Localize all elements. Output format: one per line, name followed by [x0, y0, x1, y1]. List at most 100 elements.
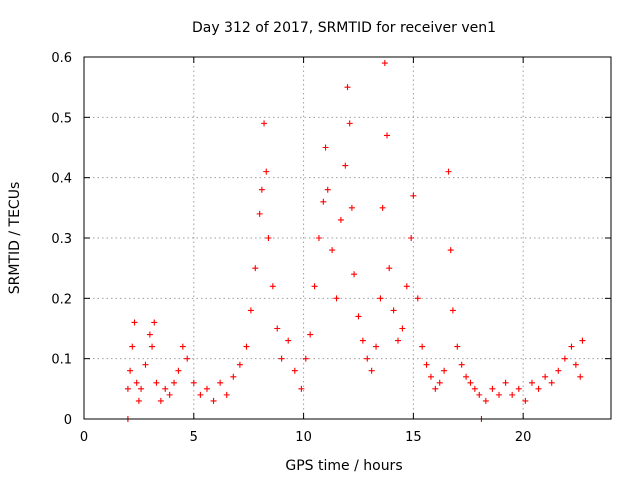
data-point	[135, 397, 142, 404]
data-point	[311, 283, 318, 290]
plot-frame	[83, 56, 612, 420]
y-tick-label: 0.6	[51, 51, 72, 66]
data-point	[447, 247, 454, 254]
data-point	[256, 210, 263, 217]
data-point	[149, 343, 156, 350]
data-point	[243, 343, 250, 350]
y-axis-label: SRMTID / TECUs	[7, 182, 23, 295]
data-point	[302, 355, 309, 362]
data-point	[171, 379, 178, 386]
x-tick-label: 0	[80, 430, 88, 445]
data-point	[359, 337, 366, 344]
data-point	[384, 132, 391, 139]
data-point	[190, 379, 197, 386]
data-point	[410, 192, 417, 199]
axis-ticks: 0 5 10 15 20 0 0.1 0.2 0.3 0.4 0.5 0.6	[51, 51, 611, 445]
data-point	[515, 385, 522, 392]
x-tick-label: 15	[405, 430, 422, 445]
data-point	[315, 235, 322, 241]
data-point	[463, 373, 470, 380]
data-point	[351, 271, 358, 278]
y-tick-label: 0	[64, 413, 72, 428]
x-tick-label: 20	[515, 430, 532, 445]
data-point	[542, 373, 549, 380]
data-point	[414, 295, 421, 302]
data-point	[399, 325, 406, 332]
data-point	[572, 361, 579, 368]
data-point	[124, 385, 131, 392]
data-point	[175, 367, 182, 374]
data-point	[386, 265, 393, 272]
data-point	[291, 367, 298, 374]
data-point	[522, 397, 529, 404]
x-tick-label: 5	[190, 430, 198, 445]
data-point	[166, 391, 173, 398]
data-point	[454, 343, 461, 350]
data-point	[535, 385, 542, 392]
data-point	[131, 319, 138, 326]
data-point	[252, 265, 259, 272]
data-point	[217, 379, 224, 386]
data-points	[124, 60, 586, 422]
data-point	[449, 307, 456, 314]
data-point	[579, 337, 586, 344]
data-point	[230, 373, 237, 380]
y-tick-label: 0.5	[51, 111, 72, 126]
data-point	[419, 343, 426, 350]
data-point	[329, 247, 336, 254]
data-point	[265, 235, 272, 241]
data-point	[528, 379, 535, 386]
data-point	[197, 391, 204, 398]
data-point	[348, 204, 355, 211]
data-point	[162, 385, 169, 392]
data-point	[307, 331, 314, 338]
data-point	[337, 216, 344, 223]
data-point	[373, 343, 380, 350]
data-point	[355, 313, 362, 320]
data-point	[403, 283, 410, 290]
data-point	[138, 385, 145, 392]
x-tick-label: 10	[295, 430, 312, 445]
data-point	[236, 361, 243, 368]
data-point	[127, 367, 134, 374]
data-point	[322, 144, 329, 151]
data-point	[258, 186, 265, 193]
data-point	[555, 367, 562, 374]
data-point	[476, 391, 483, 398]
data-point	[427, 373, 434, 380]
data-point	[408, 235, 415, 241]
data-point	[436, 379, 443, 386]
data-point	[261, 120, 268, 127]
data-point	[320, 198, 327, 205]
data-point	[333, 295, 340, 302]
data-point	[445, 168, 452, 175]
data-point	[561, 355, 568, 362]
data-point	[377, 295, 384, 302]
data-point	[390, 307, 397, 314]
chart-title: Day 312 of 2017, SRMTID for receiver ven…	[192, 20, 496, 36]
y-tick-label: 0.3	[51, 232, 72, 247]
data-point	[432, 385, 439, 392]
data-point	[324, 186, 331, 193]
y-tick-label: 0.2	[51, 292, 72, 307]
data-point	[379, 204, 386, 211]
data-point	[496, 391, 503, 398]
data-point	[298, 385, 305, 392]
y-tick-label: 0.1	[51, 353, 72, 368]
data-point	[344, 84, 351, 91]
data-point	[210, 397, 217, 404]
data-point	[179, 343, 186, 350]
data-point	[223, 391, 230, 398]
data-point	[395, 337, 402, 344]
data-point	[364, 355, 371, 362]
data-point	[142, 361, 149, 368]
data-point	[509, 391, 516, 398]
data-point	[368, 367, 375, 374]
data-point	[274, 325, 281, 332]
data-point	[153, 379, 160, 386]
data-point	[263, 168, 270, 175]
data-point	[146, 331, 153, 338]
data-point	[548, 379, 555, 386]
data-point	[129, 343, 136, 350]
